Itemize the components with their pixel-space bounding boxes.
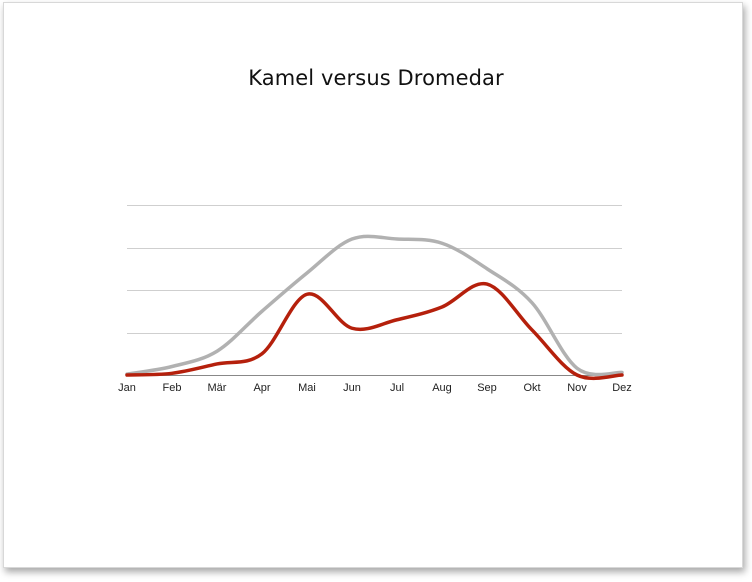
x-tick-label: Nov	[567, 382, 587, 394]
chart-title: Kamel versus Dromedar	[248, 66, 504, 90]
x-tick-labels: Jan Feb Mär Apr Mai Jun Jul Aug Sep Okt Nov Dez	[118, 382, 632, 394]
x-tick-label: Aug	[432, 382, 452, 394]
x-tick-label: Mai	[298, 382, 316, 394]
x-tick-label: Jan	[118, 382, 136, 394]
x-tick-label: Jul	[390, 382, 404, 394]
x-tick-label: Okt	[523, 382, 540, 394]
gridlines	[127, 205, 622, 376]
series-line-1	[125, 234, 624, 377]
x-tick-label: Sep	[477, 382, 497, 394]
x-tick-label: Feb	[163, 382, 182, 394]
x-tick-label: Apr	[253, 382, 270, 394]
series-line-2	[125, 281, 624, 381]
x-tick-label: Jun	[343, 382, 361, 394]
slide-frame	[3, 2, 743, 568]
x-tick-label: Mär	[208, 382, 227, 394]
series-lines	[125, 234, 624, 381]
x-tick-label: Dez	[612, 382, 632, 394]
